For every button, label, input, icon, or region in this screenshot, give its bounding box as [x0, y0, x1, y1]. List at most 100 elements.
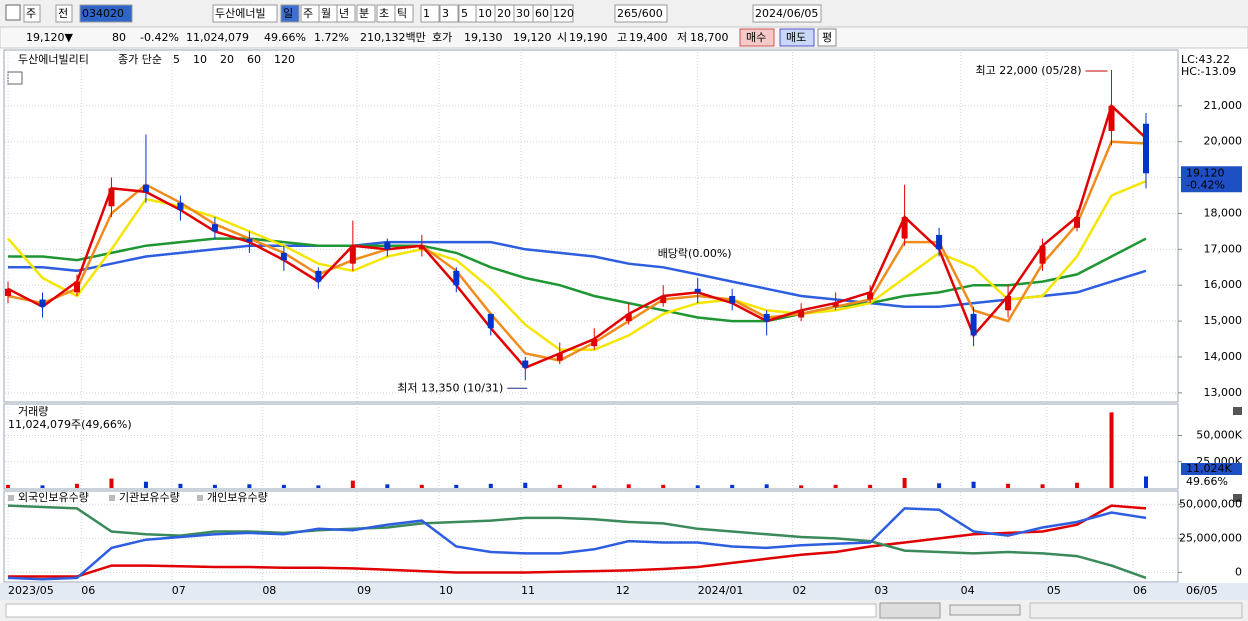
candle-body: [246, 238, 253, 243]
candle-body: [1039, 245, 1046, 264]
toolbar-button[interactable]: [23, 4, 41, 23]
x-tick-label: 11: [521, 584, 535, 597]
toolbar-button[interactable]: [356, 4, 376, 23]
toolbar-button[interactable]: [336, 4, 356, 23]
candle-body: [1005, 295, 1012, 311]
candle-body: [177, 202, 184, 210]
tool-icons[interactable]: [1029, 602, 1243, 619]
legend-entry: 외국인보유수량: [18, 491, 89, 504]
volume-bar: [764, 484, 769, 488]
volume-bar: [523, 482, 528, 488]
x-tick-label: 02: [793, 584, 807, 597]
volume-bar: [730, 484, 735, 488]
info-value: 평: [822, 31, 832, 44]
candle-body: [625, 313, 632, 322]
panel-subtitle: 11,024,079주(49,66%): [8, 418, 132, 431]
info-value: 19,190: [569, 31, 608, 44]
toolbar-label: 틱: [397, 7, 407, 20]
info-value: 호가: [432, 31, 452, 44]
volume-bar: [281, 484, 286, 488]
candle-body: [487, 313, 494, 329]
info-value: 시: [557, 31, 567, 44]
volume-bar: [1040, 484, 1045, 488]
volume-bar: [695, 485, 700, 488]
toolbar-label: 분: [359, 7, 369, 20]
info-value: 19,120: [513, 31, 552, 44]
candle-body: [1143, 123, 1149, 174]
toolbar-button[interactable]: [394, 4, 414, 23]
y-tick-label: 20,000: [1204, 135, 1243, 148]
close-icon[interactable]: [1233, 407, 1242, 415]
table-icon[interactable]: [7, 71, 23, 85]
toolbar-button[interactable]: [439, 4, 459, 23]
volume-bar: [385, 484, 390, 488]
legend-entry: 개인보유수량: [207, 491, 268, 504]
toolbar-button[interactable]: [79, 4, 133, 23]
infobar-bg: [0, 26, 1248, 49]
x-end-label: 06/05: [1186, 584, 1218, 597]
toolbar-label: 초: [379, 7, 389, 20]
volume-bar: [833, 484, 838, 488]
scroll-track[interactable]: [5, 603, 877, 618]
toolbar-label: 265/600: [617, 7, 663, 20]
info-value: 19,400: [629, 31, 668, 44]
moving-average-line: [7, 180, 1147, 352]
x-tick-label: 04: [961, 584, 975, 597]
current-volume-box: [1181, 463, 1242, 475]
volume-bar: [454, 484, 459, 488]
button[interactable]: [817, 28, 837, 47]
toolbar-button[interactable]: [550, 4, 574, 23]
info-value: 저: [677, 31, 687, 44]
holdings-line: [7, 507, 1147, 581]
menu-icon[interactable]: [5, 4, 21, 21]
volume-bar: [316, 485, 321, 488]
current-price: 19,120: [1186, 166, 1225, 179]
y-tick-label: 15,000: [1204, 314, 1243, 327]
toolbar-button[interactable]: [212, 4, 278, 23]
toolbar-button[interactable]: [280, 4, 300, 23]
candle-body: [280, 252, 287, 261]
legend-swatch: [197, 495, 203, 501]
legend-label: 종가 단순: [118, 53, 162, 66]
y-tick-label: 25,000,000: [1179, 531, 1242, 544]
info-value: -0.42%: [140, 31, 179, 44]
zoom-slider[interactable]: [949, 604, 1021, 616]
volume-bar: [902, 478, 907, 488]
candle-body: [591, 339, 598, 347]
legend-entry: 60: [247, 53, 261, 66]
volume-bar: [937, 483, 942, 488]
volume-bar: [1006, 483, 1011, 488]
y-tick-label: 16,000: [1204, 278, 1243, 291]
volume-bar: [6, 484, 10, 488]
volume-bar: [74, 483, 79, 488]
info-value: 11,024,079: [186, 31, 249, 44]
volume-bar: [799, 485, 804, 488]
panel-title: 두산에너빌리티: [18, 53, 89, 66]
y-tick-label: 50,000K: [1196, 429, 1242, 442]
candle-body: [1074, 217, 1081, 228]
panel-title: 거래량: [18, 405, 48, 418]
toolbar-button[interactable]: [420, 4, 440, 23]
info-value: 19,120▼: [26, 31, 73, 44]
toolbar-label: 일: [283, 6, 293, 20]
toolbar-button[interactable]: [614, 4, 668, 23]
moving-average-line: [7, 140, 1147, 362]
candle-body: [108, 188, 115, 207]
candle-body: [694, 288, 701, 293]
y-tick-label: 0: [1235, 565, 1242, 578]
y-tick-label: 14,000: [1204, 350, 1243, 363]
info-value: 1.72%: [314, 31, 349, 44]
moving-average-line: [8, 240, 1147, 308]
volume-bar: [40, 485, 45, 488]
sell-button[interactable]: [779, 28, 815, 47]
toolbar-button[interactable]: [752, 4, 822, 23]
toolbar-label: 20: [497, 7, 511, 20]
scroll-buttons[interactable]: [879, 602, 941, 619]
price-panel: [3, 49, 1179, 403]
volume-bar: [143, 481, 148, 488]
holdings-panel: [3, 490, 1179, 583]
toolbar-button[interactable]: [55, 4, 73, 23]
x-tick-label: 05: [1047, 584, 1061, 597]
close-icon[interactable]: [1233, 494, 1242, 502]
buy-button[interactable]: [739, 28, 775, 47]
